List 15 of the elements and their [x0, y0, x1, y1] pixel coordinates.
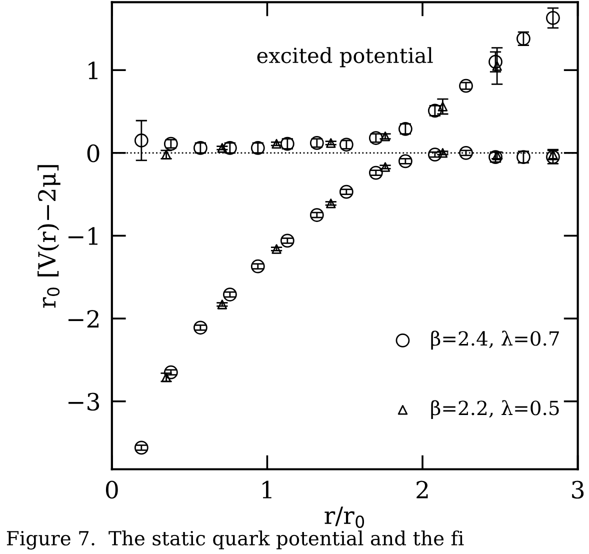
legend-label: β=2.4, λ=0.7	[431, 330, 559, 350]
x-tick-label: 1	[262, 480, 272, 498]
y-tick-label: 1	[88, 62, 98, 80]
y-tick-label: −3	[68, 392, 100, 411]
y-tick-label: 0	[87, 144, 100, 162]
y-tick-label: −1	[68, 227, 98, 245]
x-tick-label: 3	[572, 480, 584, 499]
y-tick-label: −2	[68, 310, 98, 328]
legend-label: β=2.2, λ=0.5	[431, 400, 559, 420]
y-axis-title: r$_{0}$ [V(r)−2μ]	[38, 165, 60, 308]
x-tick-label: 0	[106, 480, 118, 499]
annotation: excited potential	[257, 47, 433, 68]
caption: Figure 7. The static quark potential and the fi	[6, 530, 464, 550]
x-tick-label: 2	[416, 480, 428, 498]
x-axis-title: r/r$_{0}$	[324, 506, 364, 528]
